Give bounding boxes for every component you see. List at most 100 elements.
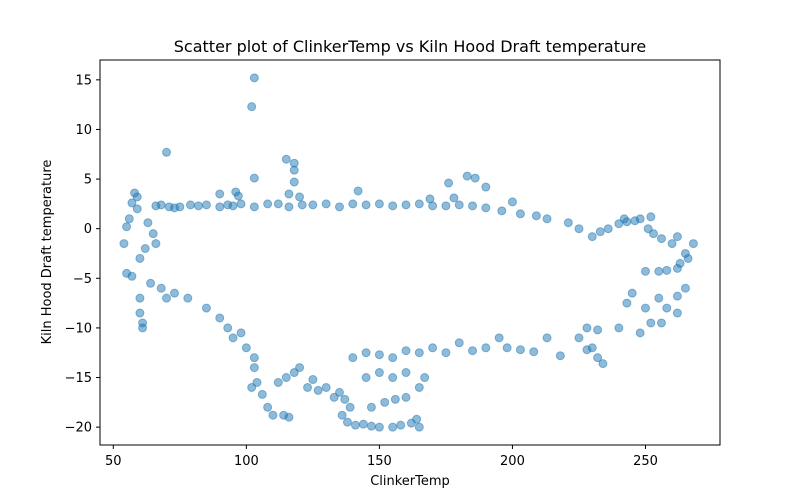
data-point xyxy=(228,333,238,343)
data-point xyxy=(380,397,390,407)
data-point xyxy=(289,165,299,175)
data-point xyxy=(374,350,384,360)
data-point xyxy=(654,293,664,303)
data-point xyxy=(593,325,603,335)
data-point xyxy=(614,323,624,333)
data-point xyxy=(345,402,355,412)
data-point xyxy=(502,343,512,353)
data-point xyxy=(507,197,517,207)
data-point xyxy=(241,343,251,353)
data-point xyxy=(156,283,166,293)
data-point xyxy=(284,202,294,212)
data-point xyxy=(223,323,233,333)
data-point xyxy=(156,200,166,210)
data-point xyxy=(313,385,323,395)
data-point xyxy=(388,422,398,432)
data-point xyxy=(185,200,195,210)
x-tick-label: 50 xyxy=(105,454,122,469)
data-point xyxy=(124,214,134,224)
data-point xyxy=(348,199,358,209)
data-point xyxy=(249,202,259,212)
data-point xyxy=(582,323,592,333)
data-point xyxy=(135,253,145,263)
data-point xyxy=(263,199,273,209)
data-point xyxy=(361,200,371,210)
data-point xyxy=(454,338,464,348)
data-point xyxy=(295,363,305,373)
data-point xyxy=(412,414,422,424)
data-point xyxy=(374,422,384,432)
data-point xyxy=(555,351,565,361)
data-point xyxy=(672,291,682,301)
data-point xyxy=(515,209,525,219)
y-tick-label: −10 xyxy=(65,321,92,336)
data-point xyxy=(148,229,158,239)
data-point xyxy=(215,313,225,323)
data-point xyxy=(454,200,464,210)
data-point xyxy=(175,202,185,212)
data-point xyxy=(656,234,666,244)
data-point xyxy=(468,201,478,211)
data-point xyxy=(627,288,637,298)
data-point xyxy=(284,189,294,199)
data-point xyxy=(348,353,358,363)
data-point xyxy=(468,346,478,356)
data-point xyxy=(396,420,406,430)
data-point xyxy=(462,171,472,181)
data-point xyxy=(215,202,225,212)
data-point xyxy=(388,353,398,363)
data-point xyxy=(297,200,307,210)
data-point xyxy=(529,347,539,357)
data-point xyxy=(281,373,291,383)
data-point xyxy=(321,382,331,392)
data-point xyxy=(334,202,344,212)
y-tick-label: 5 xyxy=(84,173,92,188)
data-point xyxy=(236,328,246,338)
x-tick-label: 150 xyxy=(367,454,392,469)
data-point xyxy=(672,263,682,273)
data-point xyxy=(303,382,313,392)
data-point xyxy=(183,293,193,303)
data-point xyxy=(334,387,344,397)
data-point xyxy=(667,239,677,249)
y-axis-label: Kiln Hood Draft temperature xyxy=(40,160,55,345)
y-tick-label: −15 xyxy=(65,371,92,386)
data-point xyxy=(247,102,257,112)
x-tick-label: 250 xyxy=(633,454,658,469)
data-point xyxy=(542,333,552,343)
data-point xyxy=(388,373,398,383)
data-point xyxy=(138,323,148,333)
data-point xyxy=(135,293,145,303)
data-point xyxy=(449,193,459,203)
data-point xyxy=(249,173,259,183)
data-point xyxy=(127,271,137,281)
x-tick-label: 100 xyxy=(234,454,259,469)
data-point xyxy=(481,343,491,353)
data-point xyxy=(640,266,650,276)
y-tick-label: 15 xyxy=(75,73,92,88)
data-point xyxy=(257,389,267,399)
data-point xyxy=(201,200,211,210)
data-point xyxy=(656,318,666,328)
data-point xyxy=(414,199,424,209)
data-point xyxy=(414,348,424,358)
y-tick-label: 0 xyxy=(84,222,92,237)
data-point xyxy=(672,232,682,242)
data-point xyxy=(428,201,438,211)
data-point xyxy=(140,244,150,254)
data-point xyxy=(630,216,640,226)
data-point xyxy=(268,410,278,420)
data-point xyxy=(361,373,371,383)
data-point xyxy=(366,421,376,431)
data-point xyxy=(146,278,156,288)
data-point xyxy=(233,191,243,201)
data-point xyxy=(342,417,352,427)
data-point xyxy=(201,303,211,313)
data-point xyxy=(249,73,259,83)
data-point xyxy=(531,211,541,221)
data-point xyxy=(420,373,430,383)
data-point xyxy=(441,348,451,358)
data-point xyxy=(162,147,172,157)
